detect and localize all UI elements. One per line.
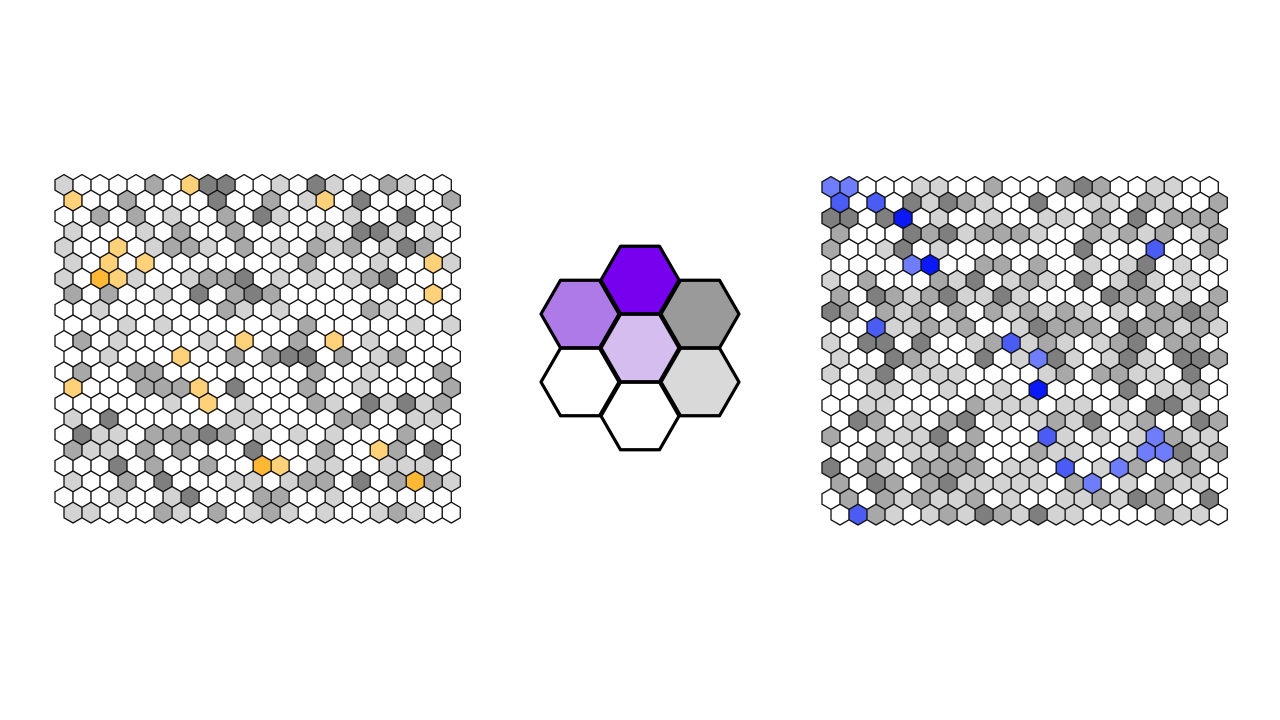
right-grid-hex-cell — [938, 503, 958, 526]
left-grid-hex-cell — [99, 501, 119, 524]
left-grid-hex-cell — [153, 501, 173, 524]
left-grid-hex-cell — [333, 501, 353, 524]
left-grid-hex-cell — [387, 501, 407, 524]
right-grid-hex-cell — [902, 503, 922, 526]
right-grid-hex-cell — [1154, 503, 1174, 526]
left-grid-hex-cell — [171, 501, 191, 524]
right-grid-hex-cell — [1100, 503, 1120, 526]
left-grid-hex-cell — [243, 501, 263, 524]
left-grid-hex-cell — [441, 501, 461, 524]
left-grid-hex-cell — [81, 501, 101, 524]
right-grid-hex-cell — [920, 503, 940, 526]
right-grid-hex-cell — [1028, 503, 1048, 526]
right-grid-hex-cell — [866, 503, 886, 526]
right-hex-grid — [821, 175, 1228, 526]
right-grid-hex-cell — [1190, 503, 1210, 526]
left-grid-hex-cell — [405, 501, 425, 524]
left-grid-hex-cell — [189, 501, 209, 524]
right-grid-hex-cell — [1118, 503, 1138, 526]
left-grid-hex-cell — [63, 501, 83, 524]
left-grid-hex-cell — [261, 501, 281, 524]
right-grid-hex-cell — [1010, 503, 1030, 526]
left-grid-hex-cell — [135, 501, 155, 524]
right-grid-hex-cell — [956, 503, 976, 526]
left-grid-hex-cell — [207, 501, 227, 524]
left-grid-hex-cell — [117, 501, 137, 524]
right-grid-hex-cell — [1046, 503, 1066, 526]
right-grid-hex-cell — [1082, 503, 1102, 526]
right-grid-hex-cell — [1064, 503, 1084, 526]
left-grid-hex-cell — [369, 501, 389, 524]
right-grid-hex-cell — [884, 503, 904, 526]
right-grid-hex-cell — [848, 503, 868, 526]
center-hex-legend — [539, 244, 741, 452]
right-grid-hex-cell — [992, 503, 1012, 526]
right-grid-hex-cell — [974, 503, 994, 526]
legend-hex-lower-right — [659, 346, 741, 418]
left-hex-grid — [54, 173, 461, 524]
left-grid-hex-cell — [315, 501, 335, 524]
right-grid-hex-cell — [830, 503, 850, 526]
left-grid-hex-cell — [297, 501, 317, 524]
right-grid-hex-cell — [1172, 503, 1192, 526]
left-grid-hex-cell — [423, 501, 443, 524]
left-grid-hex-cell — [279, 501, 299, 524]
right-grid-hex-cell — [1208, 503, 1228, 526]
right-grid-hex-cell — [1136, 503, 1156, 526]
left-grid-hex-cell — [225, 501, 245, 524]
left-grid-hex-cell — [351, 501, 371, 524]
